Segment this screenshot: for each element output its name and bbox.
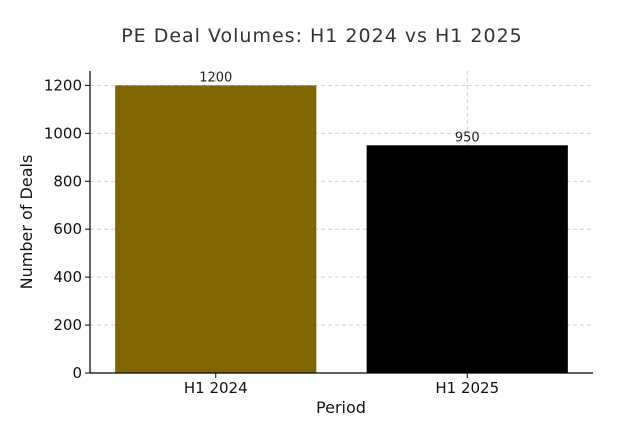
y-axis-label: Number of Deals [17,155,36,290]
y-tick-label: 0 [72,364,82,382]
x-tick-label: H1 2025 [435,379,499,397]
x-tick-label: H1 2024 [184,379,248,397]
y-tick-label: 200 [53,316,82,334]
y-tick-label: 1200 [44,76,82,94]
data-labels: 1200 950 [199,70,479,145]
y-tick-label: 400 [53,268,82,286]
bar-h1-2025 [366,145,568,373]
data-label: 1200 [199,70,232,85]
chart-title: PE Deal Volumes: H1 2024 vs H1 2025 [121,25,523,47]
bars [115,85,568,373]
x-axis-label: Period [316,398,366,417]
bar-h1-2024 [115,85,317,373]
axes [89,71,593,374]
y-ticks: 0 200 400 600 800 1000 1200 [44,76,90,382]
x-ticks: H1 2024 H1 2025 [184,373,499,397]
y-tick-label: 1000 [44,124,82,142]
y-tick-label: 800 [53,172,82,190]
data-label: 950 [455,130,480,145]
y-tick-label: 600 [53,220,82,238]
